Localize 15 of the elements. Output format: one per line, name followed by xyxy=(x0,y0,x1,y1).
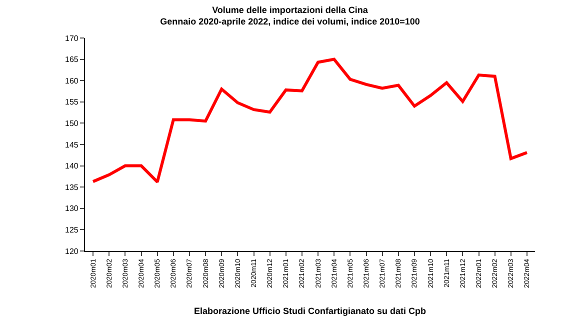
y-tick-label: 170 xyxy=(65,34,79,43)
y-tick-label: 130 xyxy=(65,204,79,214)
y-tick-label: 160 xyxy=(65,76,79,86)
y-tick-label: 120 xyxy=(65,246,79,256)
chart-title: Volume delle importazioni della Cina xyxy=(212,5,369,16)
y-tick-label: 150 xyxy=(65,119,79,128)
text: Elaborazione Ufficio Studi Confartigianato su dati Cpb xyxy=(194,306,427,316)
y-tick-label: 125 xyxy=(65,226,79,234)
y-tick-label: 145 xyxy=(65,140,79,150)
chart-subtitle: Gennaio 2020-aprile 2022, indice dei volumi, indice 2010=100 xyxy=(160,16,420,27)
y-tick-label: 155 xyxy=(65,98,79,107)
y-tick-label: 165 xyxy=(65,55,79,64)
y-tick-label: 135 xyxy=(65,182,79,192)
y-tick-label: 140 xyxy=(65,162,79,171)
line-series xyxy=(92,58,528,184)
